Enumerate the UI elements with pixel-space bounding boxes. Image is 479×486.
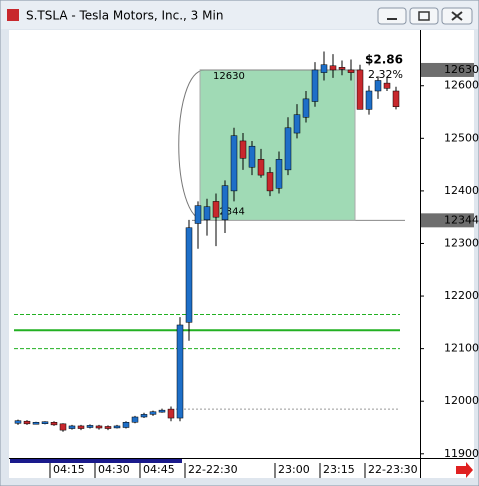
candle-body [356, 69, 364, 110]
candle-body [302, 98, 310, 118]
candle-body [203, 206, 211, 221]
candle-body [68, 425, 76, 429]
range-change-label: $2.86 [365, 52, 403, 66]
candle-body [176, 324, 184, 419]
candle-body [32, 421, 40, 425]
price-marker-label: 12344 [444, 213, 479, 226]
candle-body [230, 135, 238, 192]
y-tick-label: 12300 [444, 236, 479, 249]
candle-body [41, 421, 49, 424]
maximize-icon [418, 11, 430, 21]
x-tick-label: 22-22:30 [188, 463, 238, 476]
candle-body [392, 90, 400, 108]
candle-body [365, 90, 373, 110]
maximize-button[interactable] [409, 7, 439, 25]
candle-body [266, 172, 274, 192]
range-bracket [178, 69, 206, 221]
candle-body [185, 227, 193, 323]
candle-body [14, 420, 22, 424]
candle-body [50, 421, 58, 426]
y-tick-label: 12200 [444, 289, 479, 302]
candle-body [194, 205, 202, 224]
candle-body [284, 127, 292, 171]
candle-body [77, 425, 85, 429]
x-tick-label: 04:30 [98, 463, 130, 476]
candle-body [113, 425, 121, 429]
candle-body [149, 411, 157, 415]
candle-body [239, 140, 247, 159]
price-marker [421, 62, 474, 77]
candle-body [248, 145, 256, 168]
candle-body [86, 425, 94, 428]
window-title: S.TSLA - Tesla Motors, Inc., 3 Min [26, 9, 223, 23]
candle-body [131, 416, 139, 423]
x-tick-label: 23:15 [323, 463, 355, 476]
candle-body [59, 423, 67, 431]
candle-body [257, 159, 265, 176]
y-tick-label: 12500 [444, 131, 479, 144]
app-icon [7, 9, 19, 21]
candle-body [140, 414, 148, 418]
price-marker [421, 213, 474, 228]
candle-body [104, 426, 112, 429]
minimize-button[interactable] [377, 7, 407, 25]
candle-body [212, 201, 220, 218]
candle-body [320, 64, 328, 73]
candle-body [374, 80, 382, 92]
y-tick-label: 12600 [444, 79, 479, 92]
candle-body [158, 409, 166, 413]
candle-body [311, 69, 319, 102]
candle-body [221, 185, 229, 221]
close-icon [451, 11, 463, 21]
candle-body [383, 82, 391, 89]
x-tick-label: 04:45 [143, 463, 175, 476]
scroll-bar[interactable] [10, 459, 182, 463]
x-tick-label: 22-23:30 [368, 463, 418, 476]
price-marker-label: 12630 [444, 63, 479, 76]
x-tick-label: 04:15 [53, 463, 85, 476]
range-high-label: 12630 [213, 71, 245, 82]
candle-body [338, 67, 346, 70]
candle-body [95, 425, 103, 429]
range-low-label: 12344 [213, 206, 245, 217]
candle-body [275, 159, 283, 189]
candle-body [347, 69, 355, 73]
range-percent-label: 2.32% [368, 68, 403, 81]
x-tick-label: 23:00 [278, 463, 310, 476]
plot: 11900 12000 12100 12200 12300 12400 12500 12600… [14, 51, 479, 478]
scroll-arrow[interactable] [456, 462, 473, 478]
candle-body [122, 421, 130, 428]
y-tick-label: 12100 [444, 342, 479, 355]
candle-body [293, 114, 301, 134]
y-tick-label: 12400 [444, 184, 479, 197]
candle-body [23, 420, 31, 425]
y-tick-label: 12000 [444, 394, 479, 407]
candle-body [167, 408, 175, 419]
candle-body [329, 65, 337, 71]
y-tick-label: 11900 [444, 447, 479, 460]
